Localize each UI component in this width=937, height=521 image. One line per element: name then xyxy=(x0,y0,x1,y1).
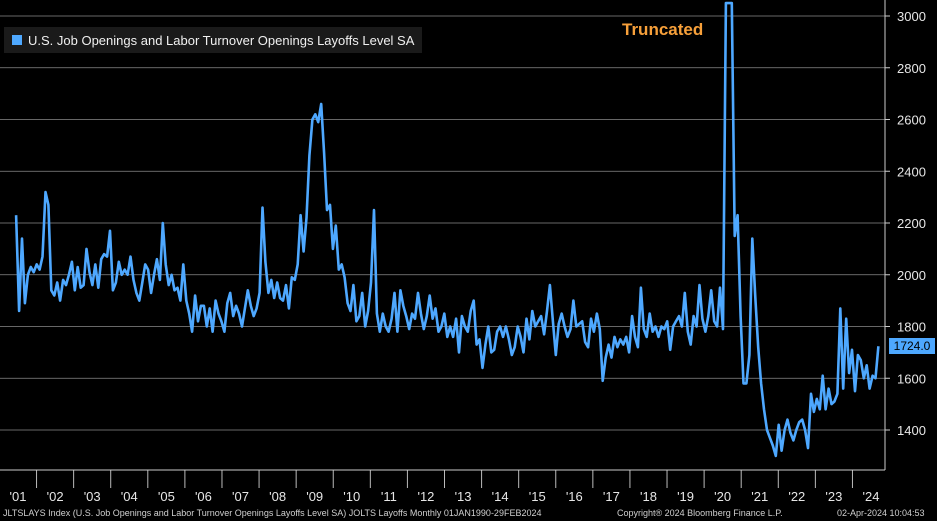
x-tick-label: '05 xyxy=(158,489,175,504)
footer-timestamp: 02-Apr-2024 10:04:53 xyxy=(837,508,925,518)
gridlines xyxy=(0,15,885,431)
y-tick-label: 1400 xyxy=(897,423,926,438)
series-line xyxy=(14,1,880,458)
x-tick-label: '21 xyxy=(751,489,768,504)
y-tick-label: 2800 xyxy=(897,61,926,76)
x-tick-label: '10 xyxy=(343,489,360,504)
x-tick-label: '07 xyxy=(232,489,249,504)
x-tick-label: '23 xyxy=(825,489,842,504)
x-tick-label: '04 xyxy=(121,489,138,504)
truncated-annotation: Truncated xyxy=(622,20,704,39)
x-tick-label: '02 xyxy=(47,489,64,504)
y-tick-label: 2400 xyxy=(897,164,926,179)
legend-swatch xyxy=(12,35,22,45)
x-axis: '01 '02 '03 '04 '05 '06 '07 '08 '09 '10 '11 '12 '13 '… xyxy=(10,470,880,504)
y-tick-label: 2600 xyxy=(897,113,926,128)
footer-copyright: Copyright® 2024 Bloomberg Finance L.P. xyxy=(617,508,783,518)
x-tick-label: '01 xyxy=(10,489,27,504)
y-tick-label: 1600 xyxy=(897,371,926,386)
y-tick-label: 2200 xyxy=(897,216,926,231)
x-tick-label: '17 xyxy=(603,489,620,504)
y-tick-label: 3000 xyxy=(897,9,926,24)
x-tick-label: '12 xyxy=(417,489,434,504)
x-tick-label: '22 xyxy=(788,489,805,504)
x-tick-label: '18 xyxy=(640,489,657,504)
x-tick-label: '06 xyxy=(195,489,212,504)
x-tick-label: '03 xyxy=(84,489,101,504)
legend: U.S. Job Openings and Labor Turnover Ope… xyxy=(4,27,423,53)
y-tick-label: 2000 xyxy=(897,268,926,283)
x-tick-label: '15 xyxy=(529,489,546,504)
x-tick-label: '11 xyxy=(381,489,397,504)
y-tick-label: 1800 xyxy=(897,320,926,335)
x-tick-label: '24 xyxy=(863,489,880,504)
x-tick-label: '20 xyxy=(714,489,731,504)
x-tick-label: '08 xyxy=(269,489,286,504)
legend-label: U.S. Job Openings and Labor Turnover Ope… xyxy=(28,32,415,48)
last-value-badge: 1724.0 xyxy=(889,338,935,354)
x-tick-label: '14 xyxy=(492,489,509,504)
x-tick-label: '09 xyxy=(306,489,323,504)
footer-source: JLTSLAYS Index (U.S. Job Openings and La… xyxy=(3,508,542,518)
x-tick-label: '16 xyxy=(566,489,583,504)
x-tick-label: '13 xyxy=(455,489,472,504)
x-tick-label: '19 xyxy=(677,489,694,504)
y-axis: 1400 1600 1800 2000 2200 2400 2600 2800 3000 xyxy=(0,0,926,471)
